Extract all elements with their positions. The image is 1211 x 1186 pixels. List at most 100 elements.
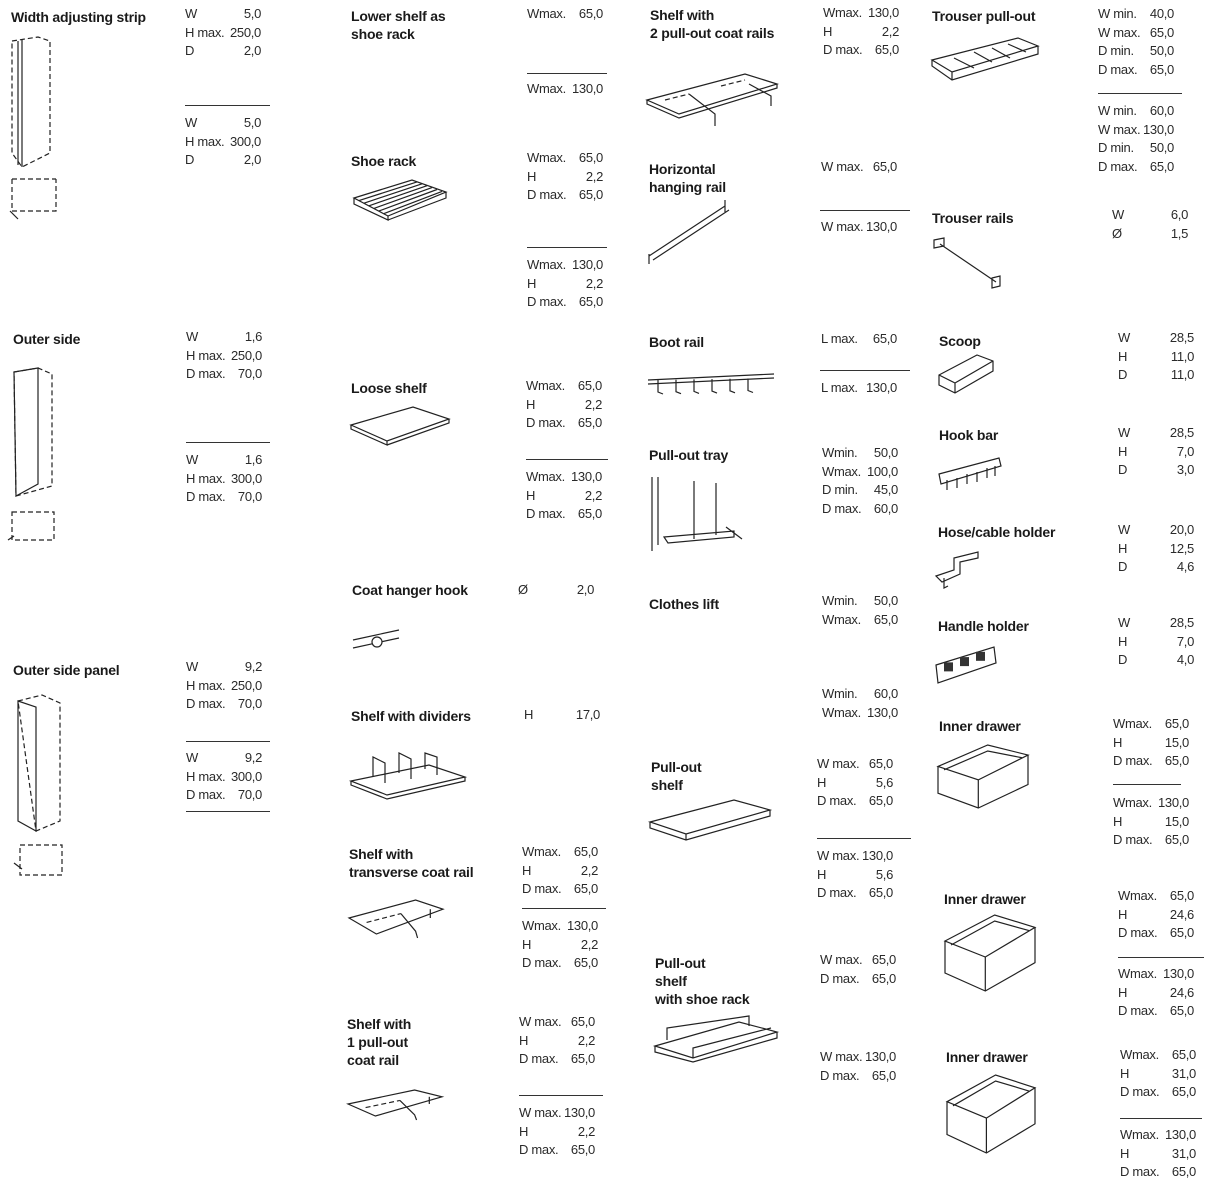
item-title-line: shelf: [655, 973, 687, 989]
spec-value: 65,0: [1171, 1084, 1196, 1100]
spec-value: 50,0: [873, 445, 898, 460]
spec-row: D 3,0: [1118, 461, 1194, 480]
spec-block: W 1,6 H max. 300,0 D max. 70,0: [186, 451, 262, 507]
spec-row: H 2,2: [519, 1032, 595, 1051]
spec-value: 6,0: [1170, 207, 1188, 222]
spec-value: 65,0: [577, 378, 602, 393]
spec-label: W: [185, 115, 197, 130]
spec-label: W: [186, 329, 198, 344]
spec-block: Wmax. 130,0 H 2,2 D max. 65,0: [522, 917, 598, 973]
spec-row: W 20,0: [1118, 521, 1194, 540]
spec-label: Wmax.: [1118, 966, 1157, 981]
spec-value: 300,0: [230, 768, 262, 784]
divider: [1098, 93, 1182, 94]
spec-row: H 2,2: [522, 936, 598, 955]
spec-block: Wmax. 65,0 H 2,2 D max. 65,0: [522, 843, 598, 899]
spec-value: 65,0: [577, 415, 602, 431]
spec-block: Wmin. 60,0 Wmax. 130,0: [822, 685, 898, 722]
item-title: Shoe rack: [351, 152, 416, 170]
spec-label: D max.: [527, 294, 567, 310]
item-title-line: Trouser pull-out: [932, 8, 1036, 24]
item-title: Hose/cable holder: [938, 523, 1055, 541]
spec-label: Wmax.: [822, 611, 861, 627]
spec-label: D max.: [820, 970, 860, 986]
spec-row: H 17,0: [524, 706, 600, 725]
hose-cable-holder-drawing: [934, 551, 979, 589]
item-title-line: Clothes lift: [649, 596, 719, 612]
spec-row: W 1,6: [186, 451, 262, 470]
spec-label: H: [1118, 906, 1128, 922]
spec-value: 7,0: [1176, 633, 1194, 649]
spec-block: Wmax. 130,0: [527, 80, 603, 99]
spec-row: W max. 130,0: [1098, 121, 1174, 140]
spec-value: 65,0: [1164, 716, 1189, 731]
spec-label: W: [1118, 615, 1130, 630]
spec-label: W max.: [821, 159, 864, 174]
spec-value: 2,0: [576, 582, 594, 597]
spec-value: 130,0: [571, 257, 603, 272]
item-title-line: coat rail: [347, 1052, 399, 1068]
spec-label: H: [519, 1032, 529, 1048]
spec-value: 130,0: [1142, 121, 1174, 137]
item-title-line: Outer side panel: [13, 662, 120, 678]
spec-row: D max. 65,0: [1118, 1002, 1194, 1021]
spec-label: D max.: [522, 881, 562, 897]
spec-row: H 2,2: [527, 168, 603, 187]
spec-label: W max.: [820, 952, 863, 967]
spec-label: Wmax.: [526, 378, 565, 393]
item-title: Outer side panel: [13, 661, 120, 679]
spec-value: 2,2: [577, 1032, 595, 1048]
spec-value: 65,0: [874, 42, 899, 58]
spec-value: 17,0: [575, 707, 600, 722]
spec-row: D max. 70,0: [186, 488, 262, 507]
item-title: Shelf with transverse coat rail: [349, 845, 474, 881]
spec-row: H 24,6: [1118, 984, 1194, 1003]
spec-label: Wmax.: [527, 150, 566, 165]
spec-row: Wmax. 130,0: [527, 256, 603, 275]
spec-value: 130,0: [867, 5, 899, 20]
spec-block: Ø 2,0: [518, 581, 594, 600]
spec-label: W max.: [1098, 121, 1141, 137]
item-title: Trouser rails: [932, 209, 1014, 227]
spec-row: W max. 130,0: [820, 1048, 896, 1067]
spec-row: D max. 65,0: [1118, 924, 1194, 943]
spec-value: 250,0: [229, 24, 261, 40]
item-title: Shelf with 2 pull-out coat rails: [650, 6, 774, 42]
spec-label: D: [1118, 367, 1128, 383]
spec-row: H 15,0: [1113, 813, 1189, 832]
spec-label: D: [1118, 462, 1128, 478]
spec-row: W max. 130,0: [519, 1104, 595, 1123]
spec-row: D max. 65,0: [817, 792, 893, 811]
spec-value: 70,0: [237, 489, 262, 505]
spec-value: 300,0: [229, 133, 261, 149]
spec-label: D max.: [522, 955, 562, 971]
spec-row: D max. 65,0: [817, 884, 893, 903]
spec-value: 65,0: [1164, 832, 1189, 848]
spec-block: Wmax. 130,0 H 31,0 D max. 65,0: [1120, 1126, 1196, 1182]
spec-row: D 4,6: [1118, 558, 1194, 577]
item-title: Boot rail: [649, 333, 704, 351]
spec-value: 65,0: [573, 955, 598, 971]
spec-block: W 6,0 Ø 1,5: [1112, 206, 1188, 243]
spec-value: 130,0: [570, 469, 602, 484]
item-title-line: with shoe rack: [655, 991, 750, 1007]
spec-label: D min.: [822, 482, 858, 498]
spec-row: D max. 65,0: [823, 41, 899, 60]
spec-value: 65,0: [570, 1142, 595, 1158]
spec-label: H: [1118, 540, 1128, 556]
spec-value: 12,5: [1169, 540, 1194, 556]
spec-label: D max.: [186, 489, 226, 505]
item-title: Coat hanger hook: [352, 581, 468, 599]
spec-row: W max. 65,0: [821, 158, 897, 177]
spec-block: W max. 65,0 H 2,2 D max. 65,0: [519, 1013, 595, 1069]
spec-label: W: [1112, 207, 1124, 222]
spec-value: 2,2: [881, 23, 899, 39]
spec-label: D max.: [186, 366, 226, 382]
spec-row: Wmax. 65,0: [1120, 1046, 1196, 1065]
spec-row: D max. 65,0: [527, 186, 603, 205]
spec-row: Wmax. 130,0: [1118, 965, 1194, 984]
spec-label: W max.: [817, 756, 860, 771]
spec-row: D 4,0: [1118, 651, 1194, 670]
spec-label: D max.: [1120, 1084, 1160, 1100]
spec-block: W 5,0 H max. 300,0 D 2,0: [185, 114, 261, 170]
